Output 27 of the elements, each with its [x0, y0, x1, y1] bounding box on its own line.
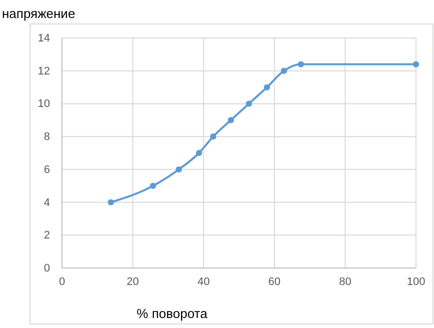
point — [196, 150, 202, 156]
y-tick-label: 4 — [44, 196, 50, 209]
x-axis-title: % поворота — [136, 306, 208, 321]
x-tick-label: 100 — [406, 276, 426, 288]
y-tick-label: 12 — [38, 65, 50, 78]
point — [108, 199, 114, 206]
point — [228, 117, 234, 124]
y-tick-label: 6 — [44, 164, 50, 176]
x-tick-label: 20 — [126, 276, 139, 288]
point — [150, 182, 156, 189]
point — [246, 100, 252, 107]
point — [210, 133, 216, 140]
y-tick-label: 0 — [44, 262, 50, 275]
y-axis-title: напряжение — [2, 6, 76, 21]
x-tick-label: 80 — [339, 276, 352, 288]
point — [298, 61, 304, 68]
y-tick-label: 10 — [38, 98, 50, 110]
y-tick-label: 14 — [38, 32, 50, 45]
point — [412, 61, 420, 68]
y-tick-label: 2 — [44, 230, 50, 242]
x-tick-label: 0 — [58, 276, 66, 288]
y-tick-label: 8 — [44, 131, 50, 144]
x-tick-label: 40 — [197, 276, 210, 288]
point — [280, 68, 288, 74]
point — [264, 84, 270, 90]
x-tick-label: 60 — [268, 276, 281, 288]
point — [176, 166, 182, 173]
